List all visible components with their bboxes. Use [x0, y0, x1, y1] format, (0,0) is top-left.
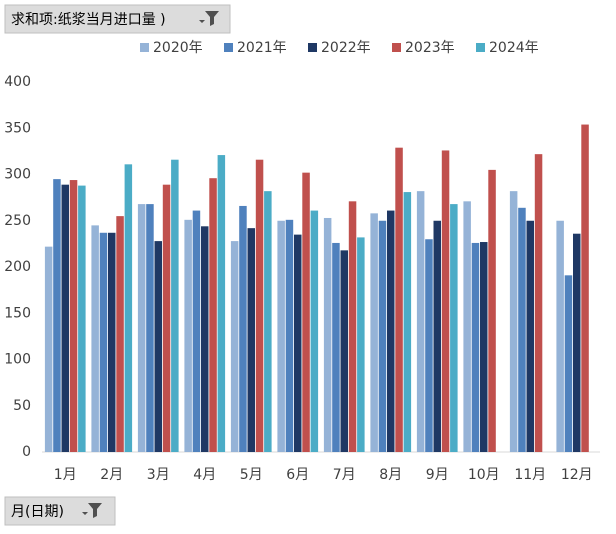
bar	[146, 204, 154, 452]
bar	[162, 184, 171, 453]
x-tick-label: 12月	[561, 467, 593, 483]
bar	[441, 150, 450, 452]
bar	[302, 172, 310, 452]
y-tick-label: 400	[4, 74, 31, 90]
bar	[403, 192, 412, 452]
legend-swatch	[476, 43, 485, 52]
bar	[564, 275, 573, 452]
y-tick-label: 250	[4, 213, 31, 229]
x-tick-label: 4月	[193, 467, 216, 483]
y-tick-label: 300	[4, 167, 31, 183]
bar	[534, 154, 543, 452]
bar	[581, 124, 589, 453]
y-tick-label: 0	[22, 444, 31, 460]
filter-icon	[199, 11, 219, 26]
bar	[44, 246, 53, 452]
bar	[357, 237, 365, 452]
bar	[450, 204, 458, 452]
bar	[184, 219, 192, 452]
bar	[285, 219, 294, 452]
legend-label: 2024年	[489, 40, 539, 56]
legend-swatch	[224, 43, 233, 52]
bar	[332, 242, 340, 452]
bar	[91, 225, 99, 452]
bar	[255, 159, 264, 452]
y-tick-label: 150	[4, 305, 31, 321]
legend-swatch	[140, 43, 149, 52]
axis-field-label: 月(日期)	[11, 504, 64, 520]
bar	[509, 191, 518, 452]
x-tick-label: 7月	[333, 467, 356, 483]
legend-label: 2023年	[405, 40, 455, 56]
button-frame	[4, 4, 231, 34]
x-tick-label: 10月	[468, 467, 500, 483]
bar	[471, 242, 480, 452]
legend-swatch	[308, 43, 317, 52]
bar	[78, 185, 86, 452]
bar	[201, 226, 209, 452]
bar	[480, 242, 488, 452]
bar	[230, 241, 239, 452]
bar	[518, 207, 526, 452]
y-tick-label: 200	[4, 259, 31, 275]
bar	[370, 213, 378, 452]
x-tick-label: 1月	[54, 467, 77, 483]
bar	[573, 233, 581, 452]
bar	[124, 164, 133, 452]
bar	[264, 191, 272, 452]
y-tick-label: 100	[4, 352, 31, 368]
legend-label: 2020年	[153, 40, 203, 56]
bar	[277, 220, 285, 452]
bar	[556, 220, 564, 452]
bar	[247, 228, 255, 452]
bar	[108, 232, 116, 452]
x-tick-label: 2月	[100, 467, 123, 483]
legend-label: 2022年	[321, 40, 371, 56]
legend-swatch	[392, 43, 401, 52]
bar	[239, 205, 247, 452]
legend-label: 2021年	[237, 40, 287, 56]
bar	[116, 216, 124, 452]
bar	[217, 155, 226, 452]
bar	[53, 179, 61, 452]
y-tick-label: 350	[4, 120, 31, 136]
x-tick-label: 6月	[286, 467, 309, 483]
x-tick-label: 3月	[147, 467, 170, 483]
filter-icon	[82, 503, 102, 518]
x-tick-label: 9月	[426, 467, 449, 483]
value-field-label: 求和项:纸浆当月进口量 )	[11, 12, 166, 28]
bar	[171, 159, 179, 452]
value-field-button[interactable]: 求和项:纸浆当月进口量 )	[4, 4, 231, 34]
bar	[137, 204, 146, 452]
bar	[387, 210, 395, 452]
bar	[294, 234, 302, 452]
x-tick-label: 11月	[514, 467, 546, 483]
x-tick-label: 8月	[379, 467, 402, 483]
y-tick-label: 50	[13, 398, 31, 414]
axis-field-button[interactable]: 月(日期)	[4, 496, 116, 526]
bar	[378, 220, 387, 452]
bar	[310, 210, 319, 452]
bar	[395, 147, 403, 453]
bar	[99, 232, 108, 452]
bar	[209, 178, 217, 452]
bar	[61, 184, 69, 453]
bar	[340, 250, 348, 452]
bar	[433, 220, 441, 452]
bar	[154, 241, 162, 452]
bar	[323, 217, 332, 452]
bar	[425, 239, 433, 452]
bar	[463, 201, 471, 452]
bar	[416, 191, 425, 452]
bar	[69, 180, 78, 453]
bar	[526, 220, 534, 452]
bar	[488, 169, 496, 452]
bar	[192, 210, 201, 452]
x-tick-label: 5月	[240, 467, 263, 483]
bar	[348, 201, 357, 452]
